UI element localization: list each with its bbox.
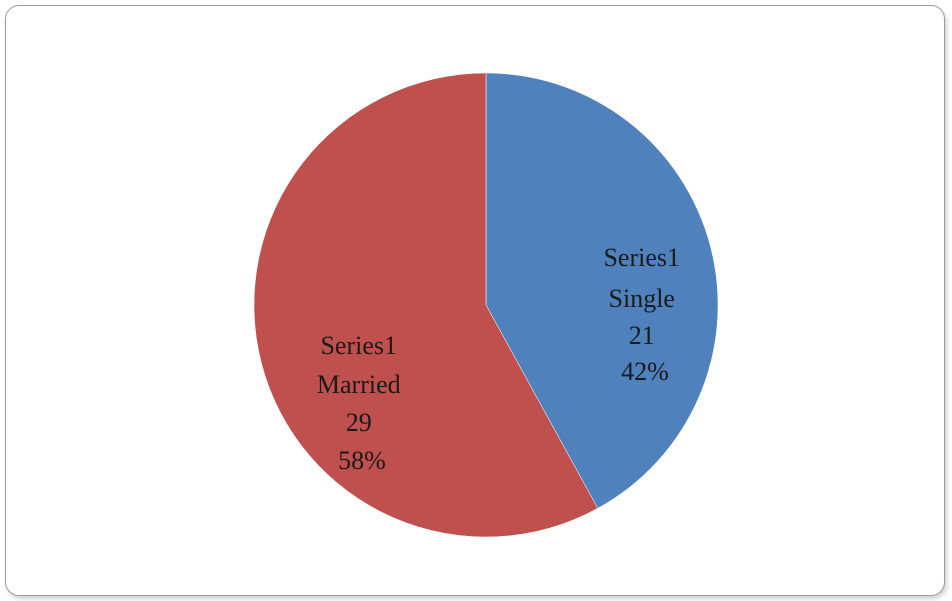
data-label-married: Series1 Married 29 58% <box>317 331 407 475</box>
pie-slice-single <box>485 72 719 509</box>
data-label-single: Series1 Single 21 42% <box>603 243 686 386</box>
pie-slices <box>253 72 719 538</box>
pie-slice-married <box>253 72 599 538</box>
data-labels: Series1 Single 21 42% Series1 Married 29… <box>317 243 686 475</box>
